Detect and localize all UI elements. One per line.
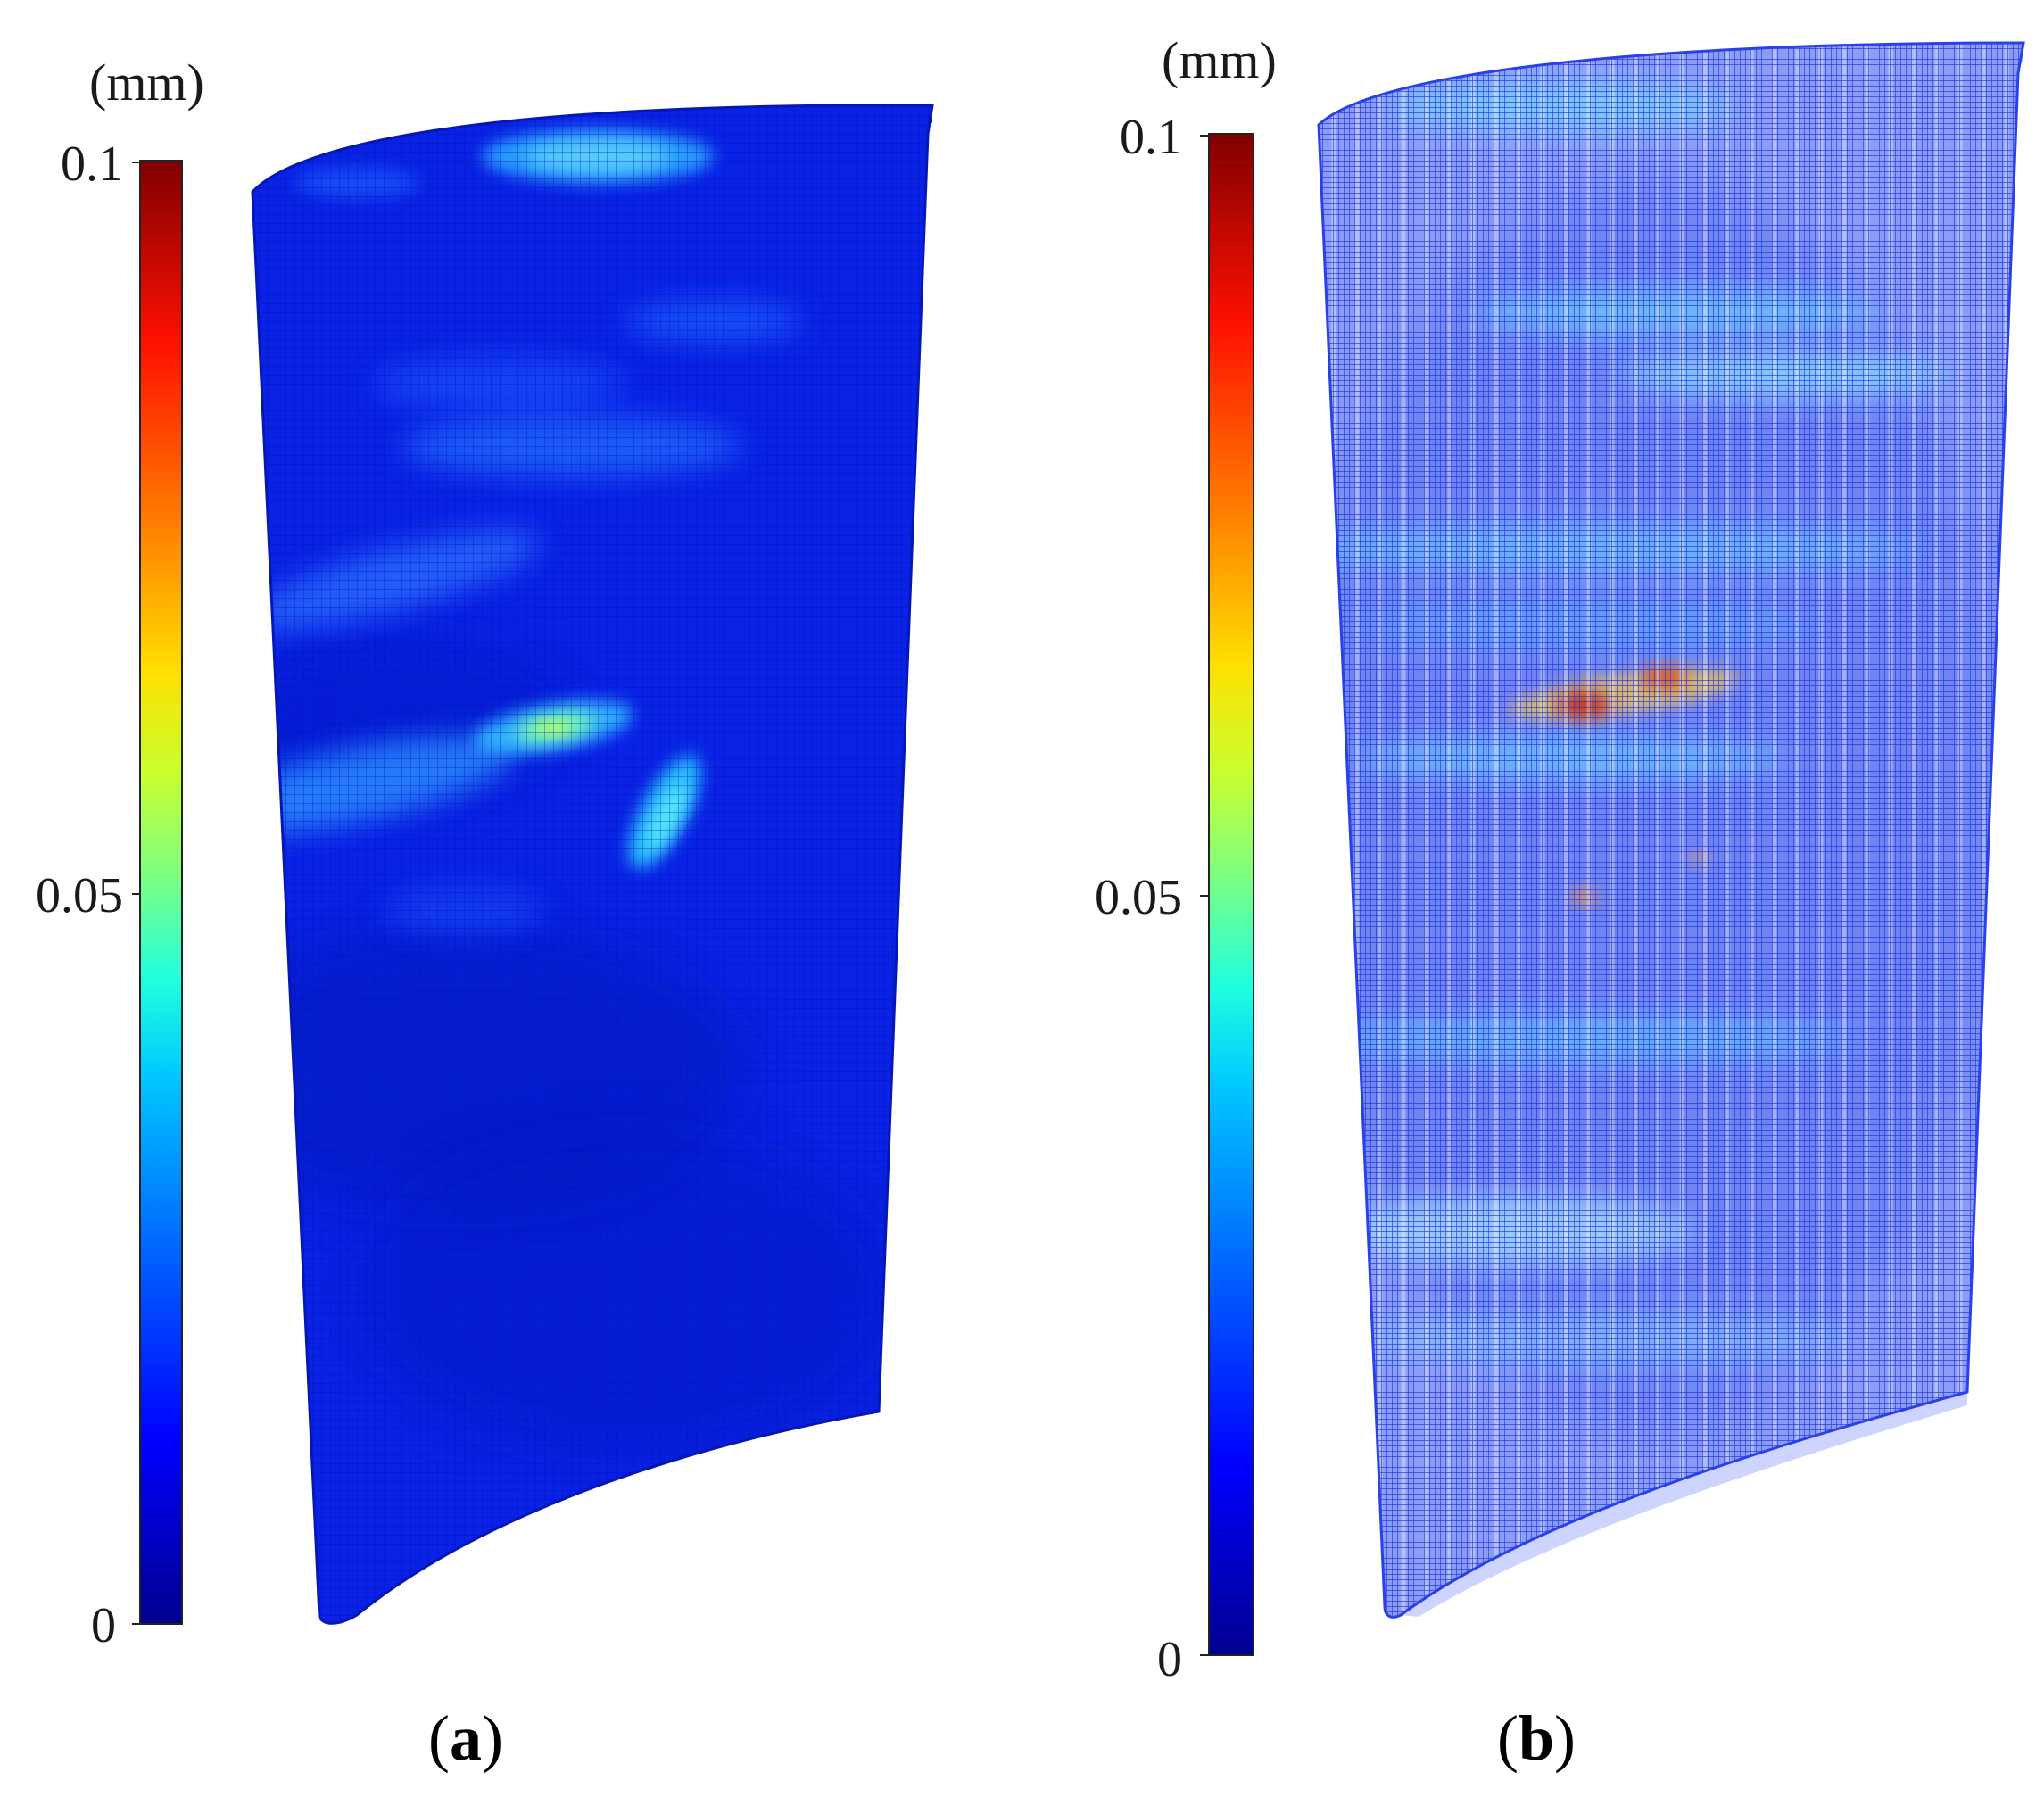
colorbar-a-bar — [139, 160, 183, 1625]
colorbar-a-label-mid: 0.05 — [36, 868, 123, 924]
colorbar-a: (mm) 0.1 0.05 0 — [36, 54, 204, 1653]
panel-b: (mm) 0.1 0.05 0 — [1095, 31, 2025, 1774]
colorbar-a-unit: (mm) — [89, 54, 204, 112]
panel-b-label: (b) — [1497, 1702, 1576, 1774]
blade-surface-a — [251, 104, 934, 1625]
colorbar-b-unit: (mm) — [1162, 31, 1277, 89]
colorbar-b-label-max: 0.1 — [1120, 110, 1182, 165]
colorbar-b-label-min: 0 — [1157, 1632, 1182, 1687]
blade-b-bottom-edge — [1401, 1392, 1967, 1617]
colorbar-b-bar — [1208, 133, 1254, 1656]
colorbar-b: (mm) 0.1 0.05 0 — [1095, 31, 1277, 1687]
colorbar-b-label-mid: 0.05 — [1095, 870, 1182, 925]
colorbar-a-label-max: 0.1 — [61, 137, 123, 192]
blade-surface-b — [1317, 41, 2025, 1619]
panel-a: (mm) 0.1 0.05 0 — [36, 54, 934, 1774]
colorbar-a-label-min: 0 — [91, 1598, 116, 1653]
panel-a-label: (a) — [428, 1702, 503, 1774]
